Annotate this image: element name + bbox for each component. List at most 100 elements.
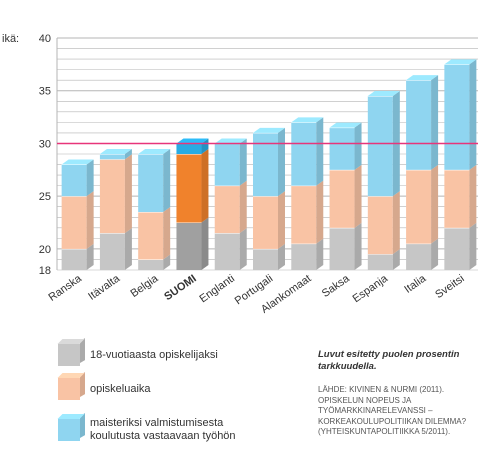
bar-side-2 (469, 164, 477, 228)
bar-3 (253, 132, 278, 197)
x-tick-label: Itävalta (86, 272, 123, 303)
bar-side-3 (316, 117, 324, 186)
legend-swatch-orange (57, 372, 85, 400)
bar-side-2 (163, 207, 171, 260)
bar-top (214, 138, 247, 144)
bar-top (406, 75, 439, 81)
legend-label-3: maisteriksi valmistumisesta koulutusta v… (90, 417, 236, 442)
bar-side-3 (124, 149, 132, 160)
bar-side-2 (201, 149, 209, 223)
x-tick-label: Sveitsi (433, 273, 466, 301)
bar-side-1 (354, 222, 362, 270)
bar-1 (406, 243, 432, 270)
bar-2 (367, 196, 393, 255)
bar-side-1 (239, 228, 247, 270)
bar-side-3 (201, 138, 209, 154)
x-tick-label: Belgia (128, 272, 161, 300)
bar-side-3 (163, 149, 171, 212)
bar-3 (176, 143, 202, 154)
bar-2 (61, 196, 87, 249)
bar-2 (253, 196, 278, 249)
bar-side-1 (86, 243, 94, 270)
legend-swatch-blue (57, 413, 85, 441)
bar-top (367, 91, 400, 96)
bar-2 (99, 159, 125, 234)
bar-top (138, 149, 171, 154)
legend-label-1: 18-vuotiaasta opiskelijaksi (90, 348, 218, 361)
bar-top (176, 138, 209, 144)
bar-1 (138, 259, 164, 270)
y-tick-label: 18 (39, 265, 51, 277)
x-tick-label: Italia (402, 272, 429, 296)
bar-1 (367, 254, 393, 270)
x-tick-label: Englanti (197, 273, 236, 306)
bar-1 (291, 243, 317, 270)
precision-note: Luvut esitetty puolen prosentin tarkkuud… (318, 349, 460, 372)
bar-side-1 (201, 217, 209, 270)
bar-side-3 (469, 59, 477, 170)
bar-1 (214, 233, 240, 270)
bar-3 (138, 154, 164, 212)
y-tick-label: 20 (39, 244, 51, 256)
x-tick-label: Saksa (320, 272, 353, 300)
legend-swatch-grey (57, 338, 85, 366)
legend-item-1: 18-vuotiaasta opiskelijaksi (57, 338, 218, 366)
bar-2 (138, 212, 164, 260)
bar-side-2 (239, 180, 247, 234)
bar-top (253, 127, 285, 133)
bar-side-1 (316, 238, 324, 270)
bar-3 (61, 164, 87, 197)
bar-3 (214, 143, 240, 186)
legend-label-2: opiskeluaika (90, 382, 151, 395)
bar-2 (291, 185, 317, 244)
bar-2 (406, 169, 432, 244)
bar-1 (253, 248, 278, 270)
bar-side-2 (278, 191, 285, 249)
bar-3 (367, 96, 393, 197)
stacked-bar-chart: 18 20 25 30 35 40 ikä: Ranska Itävalta Belgia SUOM… (2, 33, 478, 316)
y-tick-label: 40 (39, 33, 51, 45)
bar-side-2 (392, 191, 400, 255)
bar-side-3 (239, 138, 247, 186)
x-tick-label: SUOMI (162, 273, 198, 304)
y-tick-label: 30 (39, 138, 51, 150)
bar-1 (61, 248, 87, 270)
bar-2 (176, 154, 202, 223)
bar-3 (444, 64, 470, 170)
bar-3 (291, 122, 317, 186)
bar-3 (329, 127, 355, 170)
y-tick-label: 35 (39, 86, 51, 98)
bar-side-2 (431, 164, 439, 244)
bar-top (61, 159, 94, 165)
bar-top (444, 59, 477, 65)
bar-2 (329, 169, 355, 228)
bar-side-1 (163, 254, 171, 270)
bar-2 (444, 169, 470, 228)
bar-1 (176, 222, 202, 270)
bar-1 (329, 227, 355, 270)
bar-side-1 (392, 249, 400, 270)
bar-side-2 (124, 154, 132, 234)
bar-side-1 (469, 222, 477, 270)
bar-1 (99, 233, 125, 270)
bar-side-3 (431, 75, 439, 170)
legend-item-2: opiskeluaika (57, 372, 151, 400)
bar-side-3 (86, 159, 94, 197)
bar-side-2 (316, 180, 324, 244)
x-tick-label: Espanja (351, 272, 391, 305)
y-axis-title: ikä: (2, 33, 19, 45)
y-tick-label: 25 (39, 191, 51, 203)
bar-side-3 (354, 122, 362, 170)
source-citation: LÄHDE: KIVINEN & NURMI (2011). OPISKELUN… (318, 385, 467, 436)
bar-top (99, 149, 132, 154)
bar-1 (444, 227, 470, 270)
bar-3 (406, 80, 432, 170)
bar-side-2 (354, 164, 362, 228)
bar-side-1 (431, 238, 439, 270)
bar-3 (99, 154, 125, 160)
bar-2 (214, 185, 240, 234)
bar-top (291, 117, 324, 123)
x-tick-label: Ranska (46, 272, 84, 304)
legend-item-3: maisteriksi valmistumisesta koulutusta v… (57, 413, 236, 443)
bar-side-3 (278, 127, 285, 197)
